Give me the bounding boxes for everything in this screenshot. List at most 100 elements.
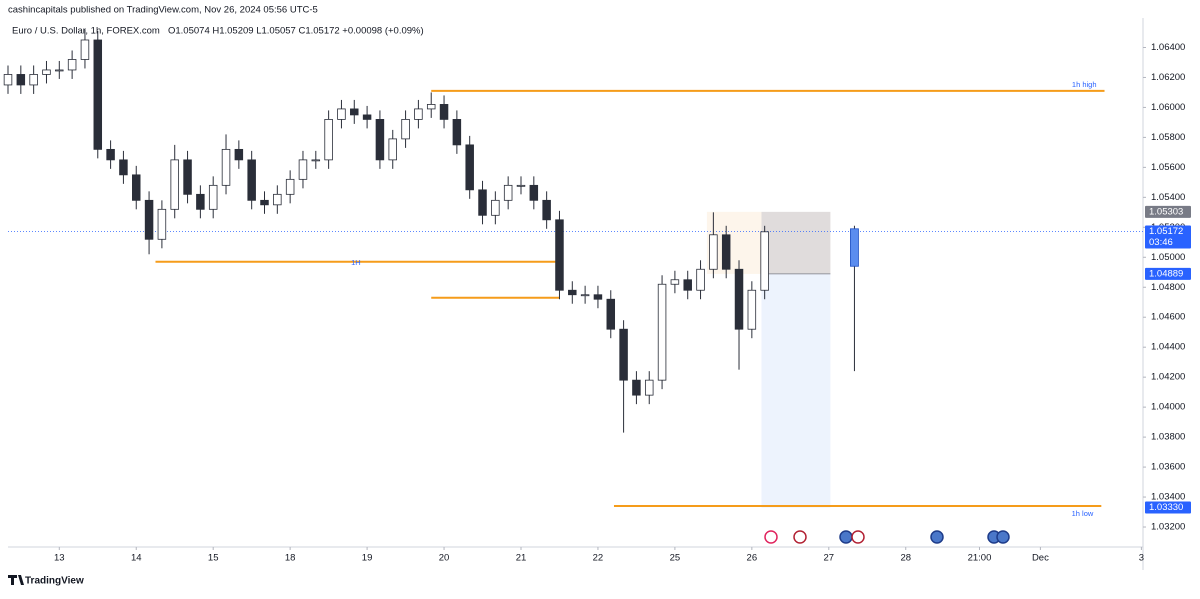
candle-body <box>401 119 410 140</box>
x-tick-label: 20 <box>439 553 450 564</box>
candle-body <box>273 193 282 206</box>
y-tick-label: 1.05600 <box>1151 162 1185 173</box>
price-tag <box>1145 205 1191 218</box>
x-tick-label: Dec <box>1032 553 1049 564</box>
y-tick-label: 1.05800 <box>1151 132 1185 143</box>
candle-body <box>503 184 513 201</box>
candle-body <box>747 289 757 330</box>
candle-body <box>324 119 333 161</box>
x-tick-label: 25 <box>670 553 681 564</box>
level-label: 1h high <box>1072 80 1097 89</box>
candle-body <box>170 159 179 210</box>
event-icon[interactable] <box>793 530 807 544</box>
x-tick-label: 19 <box>362 553 373 564</box>
candle-body <box>516 184 526 187</box>
candle-body <box>529 184 539 201</box>
event-icon[interactable] <box>851 530 865 544</box>
candle-body <box>183 159 192 195</box>
candle-body <box>414 108 423 120</box>
symbol-name: Euro / U.S. Dollar, 1h, FOREX.com <box>12 26 160 37</box>
level-label: 1H <box>351 258 361 267</box>
x-tick-label: 3 <box>1139 553 1144 564</box>
candle-body <box>478 189 487 216</box>
candle-body <box>247 159 256 201</box>
candle-body <box>465 144 474 191</box>
candle-body <box>439 104 449 120</box>
candle-body <box>208 184 218 210</box>
y-tick-label: 1.03800 <box>1151 432 1185 443</box>
candle-body <box>606 298 616 330</box>
level-label: 1h low <box>1072 509 1094 518</box>
candle-body <box>260 199 269 206</box>
candle-body <box>29 74 38 86</box>
y-tick-label: 1.04000 <box>1151 402 1185 413</box>
y-tick-label: 1.06200 <box>1151 72 1185 83</box>
candle-body <box>3 74 13 86</box>
candle-body <box>362 114 372 120</box>
candle-body <box>657 283 667 381</box>
event-icon[interactable] <box>930 530 944 544</box>
event-icon[interactable] <box>839 530 853 544</box>
x-tick-label: 18 <box>285 553 296 564</box>
published-line: cashincapitals published on TradingView.… <box>8 5 318 16</box>
candle-body <box>760 231 769 291</box>
position-target-zone <box>761 273 831 508</box>
x-tick-label: 21 <box>516 553 527 564</box>
projection-body <box>850 228 859 267</box>
candle-body <box>119 159 128 176</box>
y-tick-label: 1.06400 <box>1151 42 1185 53</box>
x-tick-label: 13 <box>54 553 65 564</box>
price-tag <box>1145 225 1191 249</box>
brand-logo <box>8 575 24 585</box>
candle-body <box>221 148 231 186</box>
candle-body <box>337 108 346 120</box>
candle-body <box>196 193 205 210</box>
candle-body <box>285 178 295 195</box>
candle-body <box>452 119 462 146</box>
y-tick-label: 1.03200 <box>1151 522 1185 533</box>
event-icon[interactable] <box>996 530 1010 544</box>
candle-body <box>542 199 551 221</box>
price-tag <box>1145 267 1191 280</box>
candle-body <box>721 234 731 270</box>
y-tick-label: 1.03600 <box>1151 462 1185 473</box>
candle-body <box>644 379 654 396</box>
y-tick-label: 1.05400 <box>1151 192 1185 203</box>
x-tick-label: 14 <box>131 553 142 564</box>
candle-body <box>55 69 64 72</box>
price-tag <box>1145 501 1191 514</box>
candle-body <box>132 174 141 201</box>
x-tick-label: 28 <box>900 553 911 564</box>
candle-body <box>16 74 26 86</box>
candle-body <box>734 268 744 330</box>
y-tick-label: 1.04600 <box>1151 312 1185 323</box>
candle-body <box>683 279 692 291</box>
price-tag-label: 1.03330 <box>1149 502 1183 513</box>
candle-body <box>632 379 641 396</box>
x-tick-label: 22 <box>593 553 604 564</box>
y-tick-label: 1.04800 <box>1151 282 1185 293</box>
y-tick-label: 1.03400 <box>1151 492 1185 503</box>
y-tick-label: 1.06000 <box>1151 102 1185 113</box>
candle-body <box>311 159 321 162</box>
position-stop-zone <box>761 211 831 274</box>
y-tick-label: 1.05000 <box>1151 252 1185 263</box>
event-icon[interactable] <box>764 530 778 544</box>
candle-body <box>709 234 718 270</box>
candle-body <box>555 219 564 291</box>
candle-body <box>298 159 308 180</box>
candle-body <box>619 328 628 381</box>
price-tag-label: 1.05172 <box>1149 226 1183 237</box>
candle-body <box>42 69 51 75</box>
candle-body <box>593 294 603 300</box>
x-tick-label: 15 <box>208 553 219 564</box>
candle-body <box>144 199 154 240</box>
y-tick-label: 1.04200 <box>1151 372 1185 383</box>
x-tick-label: 26 <box>747 553 758 564</box>
candle-body <box>350 108 359 116</box>
ohlc-line: O1.05074 H1.05209 L1.05057 C1.05172 +0.0… <box>168 26 424 37</box>
candle-body <box>375 119 385 161</box>
price-tag-label: 1.05303 <box>1149 206 1183 217</box>
